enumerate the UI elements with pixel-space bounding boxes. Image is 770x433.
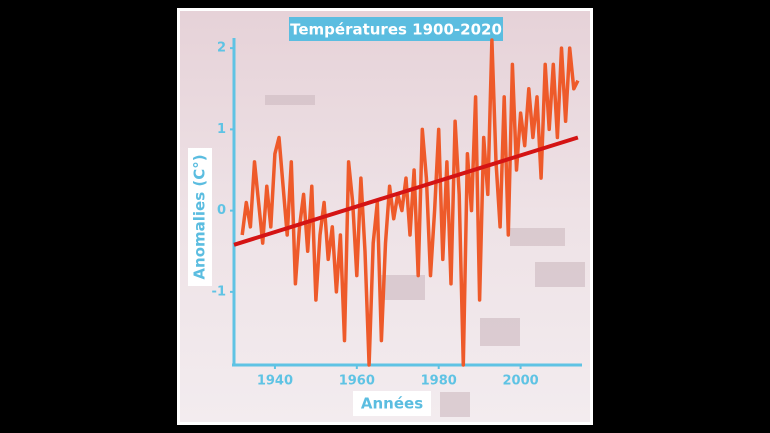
data-line: [240, 38, 580, 367]
background-photo: [180, 11, 590, 422]
y-label-box: [188, 148, 212, 286]
y-tick-label: 1: [217, 122, 226, 137]
y-tick-label: 0: [217, 203, 226, 218]
x-tick-label: 1980: [421, 374, 457, 389]
y-axis-label: Anomalies (C°): [191, 154, 209, 279]
chart-title: Températures 1900-2020: [290, 21, 502, 39]
y-tick-label: -1: [212, 284, 226, 299]
x-label-box: [353, 391, 431, 416]
trend-line: [233, 135, 579, 247]
x-axis-label: Années: [361, 395, 423, 413]
photo-buildings: [265, 95, 585, 417]
x-tick-label: 2000: [502, 374, 538, 389]
x-tick-label: 1940: [257, 374, 293, 389]
title-box: [289, 17, 503, 41]
y-tick-label: 2: [217, 41, 226, 56]
x-tick-label: 1960: [339, 374, 375, 389]
